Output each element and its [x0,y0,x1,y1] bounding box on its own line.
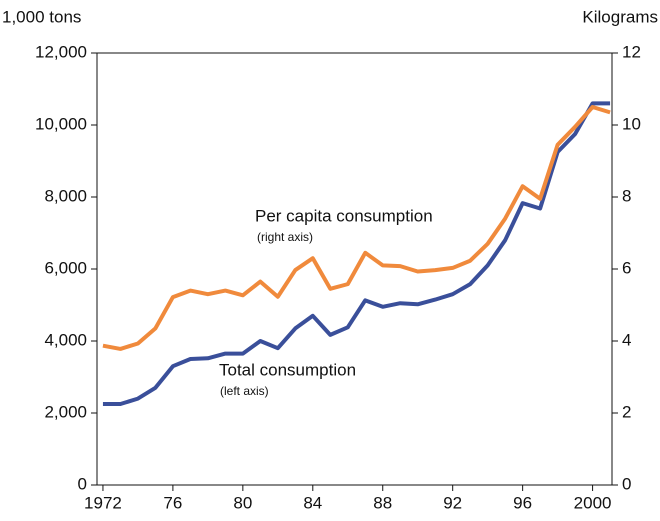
y2-axis-label: Kilograms [582,7,658,26]
x-tick-label: 1972 [84,493,122,512]
x-tick-label: 84 [303,493,322,512]
y-tick-label: 2,000 [44,402,87,421]
series-line [102,105,611,351]
annotation: Per capita consumption [255,206,433,225]
x-tick-label: 2000 [574,493,612,512]
y-tick-label: 10,000 [35,114,87,133]
x-tick-label: 96 [513,493,532,512]
annotation-note: (left axis) [220,384,269,398]
y-tick-label: 4,000 [44,330,87,349]
y-tick-label: 0 [78,474,87,493]
y2-tick-label: 2 [622,402,631,421]
y2-tick-label: 12 [622,42,641,61]
annotation-note: (right axis) [257,230,313,244]
y2-tick-label: 10 [622,114,641,133]
y2-tick-label: 4 [622,330,631,349]
x-tick-label: 76 [163,493,182,512]
y-tick-label: 6,000 [44,258,87,277]
y2-tick-label: 6 [622,258,631,277]
y-tick-label: 8,000 [44,186,87,205]
x-tick-label: 92 [443,493,462,512]
y-tick-label: 12,000 [35,42,87,61]
series-line [102,101,611,406]
annotation: Total consumption [219,360,356,379]
x-tick-label: 80 [233,493,252,512]
y2-tick-label: 8 [622,186,631,205]
x-tick-label: 88 [373,493,392,512]
y2-tick-label: 0 [622,474,631,493]
y-axis-label: 1,000 tons [2,7,81,26]
